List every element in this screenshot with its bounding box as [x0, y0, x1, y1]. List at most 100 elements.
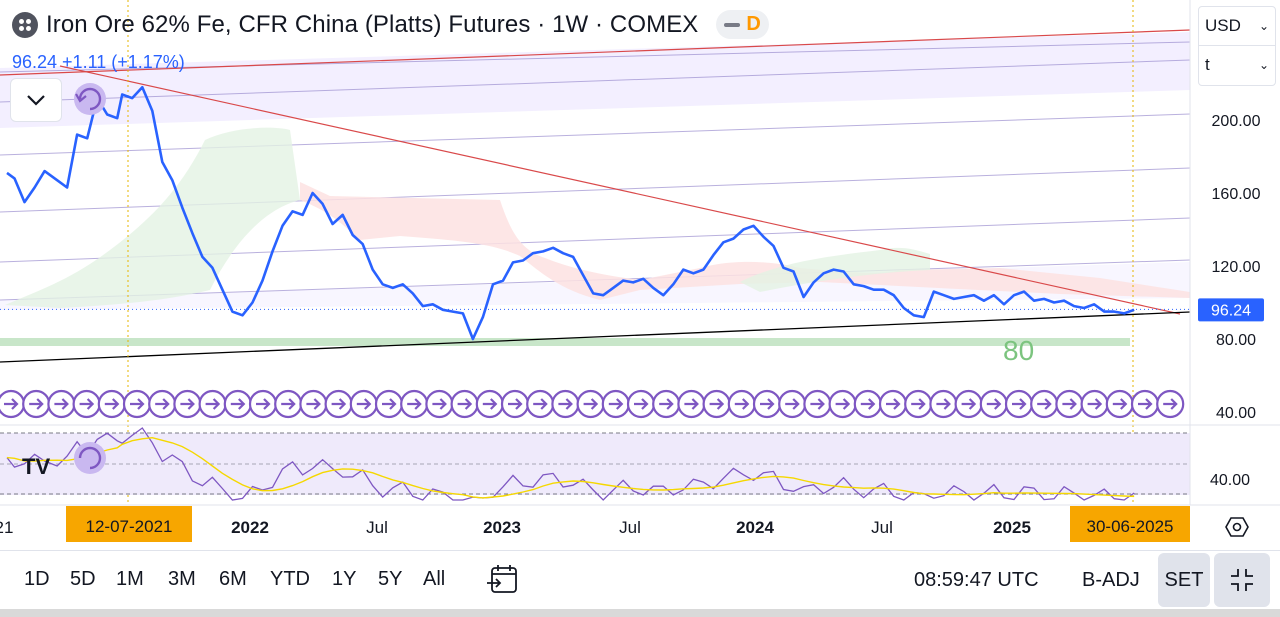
forward-arrow-glyph	[256, 398, 271, 410]
x-tick-label: 2022	[231, 518, 269, 537]
range-1m-button[interactable]: 1M	[116, 568, 144, 590]
screen-bottom-strip	[0, 609, 1280, 617]
start-date-label: 12-07-2021	[86, 517, 173, 536]
forward-arrow-glyph	[180, 398, 195, 410]
forward-arrow-glyph	[835, 398, 851, 410]
forward-arrow-icon	[173, 389, 202, 419]
forward-arrow-icon	[374, 389, 404, 419]
channel-line	[0, 113, 1190, 156]
symbol-title[interactable]: Iron Ore 62% Fe, CFR China (Platts) Futu…	[46, 10, 699, 38]
replay-small-arc	[78, 446, 102, 470]
forward-arrow-icon	[425, 389, 454, 419]
forward-arrow-icon	[299, 389, 328, 419]
settlement-toggle-button[interactable]: SET	[1158, 553, 1210, 607]
forward-arrow-glyph	[608, 398, 624, 410]
forward-arrow-glyph	[760, 398, 775, 410]
oscillator-pane: TV	[0, 427, 1190, 501]
x-tick-label: Jul	[366, 518, 388, 537]
forward-arrow-glyph	[986, 398, 1002, 410]
y-tick-label: 200.00	[1212, 113, 1261, 130]
forward-arrow-icon	[349, 389, 378, 419]
range-1y-button[interactable]: 1Y	[332, 568, 357, 590]
collapse-fullscreen-icon	[1231, 569, 1253, 591]
forward-arrow-glyph	[29, 398, 44, 410]
back-adjust-button[interactable]: B-ADJ	[1082, 569, 1140, 591]
currency-select[interactable]: USD ⌄	[1199, 7, 1275, 45]
forward-arrow-icon	[652, 389, 681, 419]
range-5y-button[interactable]: 5Y	[378, 568, 403, 590]
forward-arrow-icon	[778, 389, 807, 419]
exit-fullscreen-button[interactable]	[1214, 553, 1270, 607]
chart-canvas[interactable]: 80 TV 200.00 160.00 120.00 80.00 40.00 40.00 96.…	[0, 0, 1280, 550]
settlement-label: SET	[1164, 568, 1204, 591]
range-1d-button[interactable]: 1D	[24, 568, 50, 590]
x-tick-label: 21	[0, 518, 13, 537]
replay-icon-arrow	[75, 93, 87, 103]
forward-arrow-glyph	[911, 398, 926, 410]
x-tick-label: 2024	[736, 518, 774, 537]
x-tick-label: 2025	[993, 518, 1031, 537]
forward-arrow-glyph	[205, 398, 221, 410]
forward-arrow-glyph	[130, 398, 145, 410]
forward-arrow-glyph	[936, 398, 951, 410]
forward-arrow-glyph	[457, 398, 473, 410]
currency-value: USD	[1205, 16, 1241, 35]
symbol-logo-icon	[12, 11, 38, 38]
range-ytd-button[interactable]: YTD	[270, 568, 310, 590]
price-series-line	[6, 85, 1135, 341]
forward-arrow-glyph	[785, 398, 800, 410]
go-to-date-button[interactable]	[486, 563, 520, 600]
forward-arrow-glyph	[659, 398, 674, 410]
y-tick-label: 80.00	[1216, 332, 1256, 349]
forward-arrow-icon	[148, 389, 177, 419]
range-5d-button[interactable]: 5D	[70, 568, 96, 590]
forward-arrow-icon	[122, 389, 152, 419]
oscillator-signal-line	[6, 436, 1135, 499]
x-tick-label: Jul	[619, 518, 641, 537]
support-zone	[0, 338, 1130, 346]
forward-arrow-icon	[400, 389, 429, 419]
forward-arrow-icon	[526, 389, 555, 419]
forward-arrow-icon	[475, 389, 504, 419]
forward-arrow-icon	[677, 389, 706, 419]
forward-arrow-glyph	[79, 398, 95, 410]
forward-arrow-icon	[702, 389, 731, 419]
data-status-pill[interactable]: D	[716, 10, 769, 39]
forward-arrow-icon	[248, 389, 278, 419]
forward-arrow-glyph	[1112, 398, 1128, 410]
collapse-legend-button[interactable]	[10, 78, 62, 122]
unit-select[interactable]: t ⌄	[1199, 45, 1275, 84]
forward-arrow-icon	[72, 389, 101, 419]
forward-arrow-glyph	[734, 398, 750, 410]
forward-arrow-glyph	[1138, 398, 1153, 410]
forward-arrow-glyph	[810, 398, 825, 410]
y-tick-label: 40.00	[1216, 405, 1256, 422]
forward-arrow-glyph	[1012, 398, 1027, 410]
forward-arrow-glyph	[1087, 398, 1103, 410]
chevron-down-icon: ⌄	[1258, 19, 1269, 33]
forward-arrow-icon	[97, 389, 126, 419]
forward-arrow-icon	[22, 389, 51, 419]
forward-arrow-glyph	[104, 398, 120, 410]
chart-header: Iron Ore 62% Fe, CFR China (Platts) Futu…	[12, 10, 769, 39]
range-3m-button[interactable]: 3M	[168, 568, 196, 590]
annotation-label: 80	[1003, 335, 1034, 366]
forward-arrow-glyph	[4, 398, 19, 410]
forward-arrow-glyph	[709, 398, 725, 410]
axis-settings-button[interactable]	[1222, 514, 1252, 540]
end-date-badge	[1070, 506, 1190, 542]
start-date-badge	[66, 506, 192, 542]
resistance-line-upper	[0, 29, 1190, 76]
settings-icon	[1225, 517, 1249, 537]
range-6m-button[interactable]: 6M	[219, 568, 247, 590]
forward-arrow-icon	[1105, 389, 1134, 419]
range-all-button[interactable]: All	[423, 568, 446, 590]
forward-arrow-icon	[576, 389, 605, 419]
forward-arrow-glyph	[961, 398, 977, 410]
utc-clock[interactable]: 08:59:47 UTC	[914, 569, 1039, 591]
forward-arrow-icon	[198, 389, 227, 419]
cloud-red-area	[300, 182, 1190, 300]
y-tick-label: 120.00	[1212, 259, 1261, 276]
chevron-down-icon	[27, 95, 45, 106]
forward-arrow-glyph	[482, 398, 498, 410]
